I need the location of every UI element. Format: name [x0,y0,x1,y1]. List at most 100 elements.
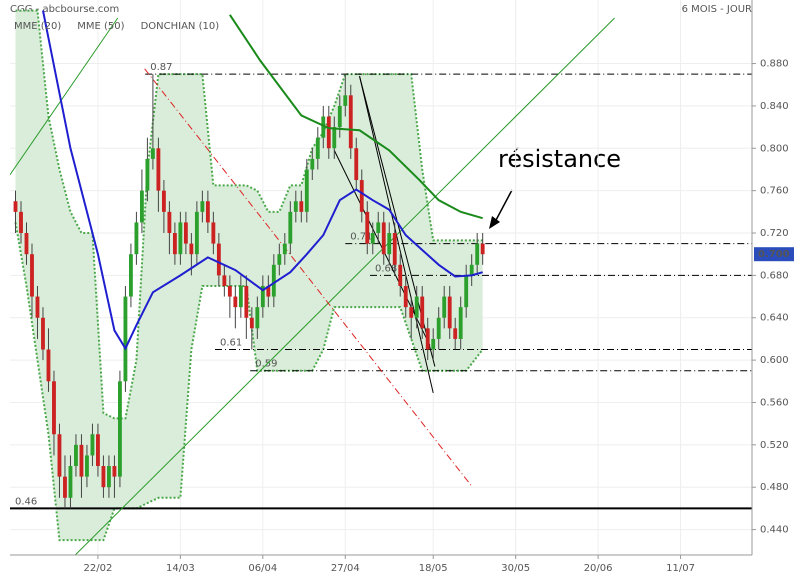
candle-body [68,466,73,498]
legend-entry: DONCHIAN (10) [141,21,220,32]
period: 6 MOIS - JOUR [682,4,752,15]
candle-body [337,105,342,128]
candle-body [211,222,216,244]
candle-body [447,296,452,329]
candle-body [46,349,51,382]
x-tick-label: 06/04 [248,563,277,574]
y-tick-label: 0.760 [760,186,789,197]
candle-body [266,285,271,297]
candle-body [161,190,166,212]
candle-body [310,158,315,170]
candle-body [277,254,282,265]
level-label: 0.71 [350,232,372,243]
candle-body [304,169,309,212]
candle-body [128,254,133,297]
candle-body [227,285,232,297]
candle-body [74,444,78,467]
level-label: 0.68 [375,263,397,274]
x-tick-label: 27/04 [331,563,360,574]
candle-body [480,243,485,255]
candle-body [315,137,320,159]
last-price-label: 0.700 [758,249,790,260]
y-tick-label: 0.520 [760,440,789,451]
candle-body [370,233,375,244]
candle-body [107,466,111,488]
candle-body [464,275,469,308]
candle-body [409,307,414,318]
candle-body [249,317,254,329]
candle-body [453,328,458,339]
candle-body [205,201,210,223]
candle-body [343,95,348,106]
candle-body [183,222,188,244]
candle-body [200,201,205,212]
candle-body [436,317,441,339]
moving-average [229,14,483,220]
candle-body [19,211,23,234]
x-tick-label: 11/07 [666,563,695,574]
candle-body [398,264,403,286]
y-tick-label: 0.600 [760,355,789,366]
candle-body [172,233,177,255]
moving-average [41,10,483,351]
candle-body [57,434,62,477]
candle-body [41,317,45,350]
candle-body [332,127,337,149]
candle-body [293,201,298,212]
candle-body [326,116,331,149]
x-tick-label: 14/03 [166,563,195,574]
candle-body [156,148,161,191]
y-tick-label: 0.840 [760,101,789,112]
candle-body [194,211,199,255]
last-price-box [754,247,794,262]
candle-body [387,233,392,255]
candle-body [189,243,194,255]
chart-title: CGG - abcbourse.com [10,4,119,15]
candle-body [90,434,95,456]
y-tick-label: 0.640 [760,313,789,324]
candle-body [381,222,386,255]
level-label: 0.87 [150,62,172,73]
candle-body [431,338,436,350]
candle-body [255,307,260,329]
candle-body [475,243,480,265]
candle-body [233,296,238,308]
candle-body [63,476,67,498]
y-tick-label: 0.880 [760,59,789,70]
candle-body [222,275,227,286]
trendline [74,17,615,555]
y-tick-label: 0.720 [760,228,789,239]
candle-body [134,222,139,255]
candle-body [139,190,144,223]
candle-body [13,201,18,212]
trendline [10,17,119,176]
candle-body [35,296,40,318]
candle-body [238,285,243,308]
candle-body [30,254,34,297]
candle-body [354,148,359,181]
candle-body [112,466,117,477]
candle-body [260,285,265,308]
candle-body [403,285,408,308]
candle-body [118,381,122,477]
x-tick-label: 22/02 [84,563,113,574]
candle-body [167,211,172,234]
candle-body [282,243,287,255]
y-tick-label: 0.800 [760,143,789,154]
plot-area: 0.870.710.680.610.590.46 [10,0,752,555]
legend-entry: MME (20) [14,21,61,32]
candle-body [365,211,370,244]
candle-body [123,296,128,382]
candle-body [321,116,326,138]
x-tick-label: 18/05 [419,563,448,574]
candle-body [458,307,463,339]
annotation-arrow [494,189,513,223]
candle-body [79,444,84,477]
level-label: 0.61 [220,338,242,349]
donchian-band [15,10,483,541]
candle-body [414,296,419,318]
candle-body [442,296,447,318]
legend-entry: MME (50) [77,21,124,32]
y-tick-label: 0.440 [760,525,789,536]
